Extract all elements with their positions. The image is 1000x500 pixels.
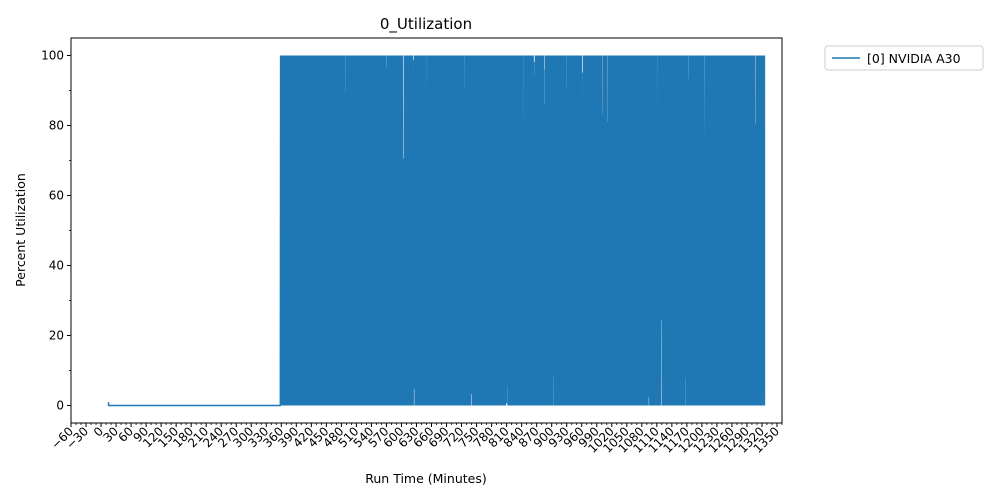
legend-box [824, 45, 984, 71]
legend-label: [0] NVIDIA A30 [867, 51, 961, 66]
chart-title: 0_Utilization [380, 15, 472, 34]
y-tick-label: 40 [49, 259, 64, 273]
legend: [0] NVIDIA A30 [824, 45, 984, 71]
y-tick-label: 20 [49, 329, 64, 343]
y-axis-ticks: 0 20 40 60 80 100 [41, 49, 71, 413]
series-line-0 [107, 55, 766, 407]
y-tick-label: 0 [56, 399, 64, 413]
y-tick-label: 60 [49, 189, 64, 203]
series-lines [107, 55, 766, 407]
x-axis-label: Run Time (Minutes) [365, 471, 486, 486]
y-tick-label: 80 [49, 119, 64, 133]
y-axis-label: Percent Utilization [13, 173, 28, 287]
y-tick-label: 100 [41, 49, 64, 63]
